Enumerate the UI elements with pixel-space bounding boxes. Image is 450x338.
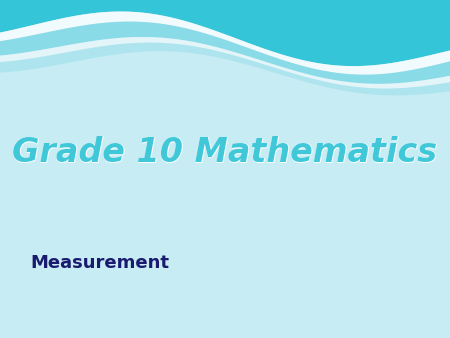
Polygon shape — [0, 22, 450, 84]
Text: Grade 10 Mathematics: Grade 10 Mathematics — [13, 137, 437, 170]
Text: Grade 10 Mathematics: Grade 10 Mathematics — [13, 137, 438, 170]
Text: Grade 10 Mathematics: Grade 10 Mathematics — [12, 136, 437, 169]
Text: Grade 10 Mathematics: Grade 10 Mathematics — [13, 137, 437, 169]
Polygon shape — [0, 43, 450, 95]
Text: Grade 10 Mathematics: Grade 10 Mathematics — [13, 137, 438, 169]
Text: Grade 10 Mathematics: Grade 10 Mathematics — [13, 136, 437, 169]
Polygon shape — [0, 11, 450, 75]
Polygon shape — [0, 0, 450, 66]
Text: Grade 10 Mathematics: Grade 10 Mathematics — [12, 137, 437, 170]
Text: Grade 10 Mathematics: Grade 10 Mathematics — [12, 137, 437, 169]
Text: Measurement: Measurement — [30, 254, 169, 272]
Text: Grade 10 Mathematics: Grade 10 Mathematics — [13, 136, 438, 169]
Polygon shape — [0, 37, 450, 89]
